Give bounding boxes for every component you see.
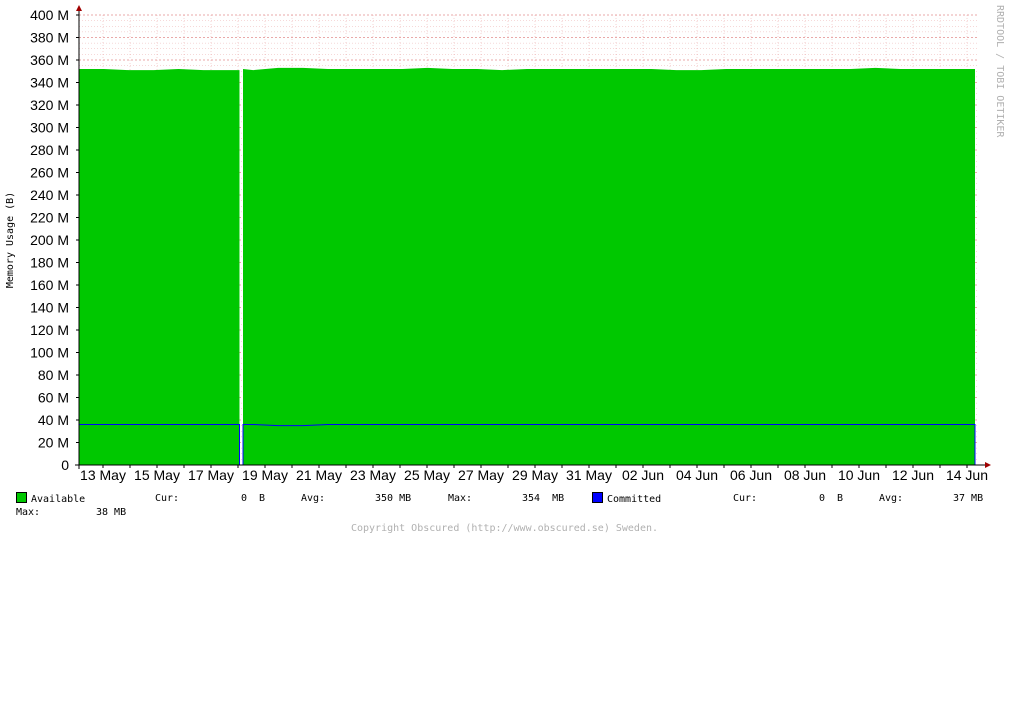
legend-committed-avg-label: Avg: bbox=[879, 493, 904, 504]
legend-available-max-label: Max: bbox=[448, 493, 473, 504]
y-tick-label: 300 M bbox=[30, 120, 69, 136]
legend-available-cur-value: 0 B bbox=[241, 493, 266, 504]
x-tick-label: 10 Jun bbox=[838, 467, 880, 483]
legend-committed-cur-value: 0 B bbox=[819, 493, 844, 504]
y-tick-label: 100 M bbox=[30, 345, 69, 361]
x-tick-label: 14 Jun bbox=[946, 467, 988, 483]
y-tick-label: 320 M bbox=[30, 97, 69, 113]
x-tick-label: 23 May bbox=[350, 467, 396, 483]
y-tick-label: 40 M bbox=[38, 412, 69, 428]
y-tick-label: 200 M bbox=[30, 232, 69, 248]
legend-committed-max-label: Max: bbox=[16, 507, 41, 518]
committed-line-segment-2 bbox=[242, 424, 976, 465]
y-axis-label: Memory Usage (B) bbox=[5, 192, 16, 288]
y-tick-label: 60 M bbox=[38, 390, 69, 406]
y-tick-labels: 0 20 M 40 M 60 M 80 M 100 M 120 M 140 M 160 M 180… bbox=[30, 7, 69, 473]
copyright-footer: Copyright Obscured (http://www.obscured.… bbox=[350, 523, 659, 534]
x-tick-label: 08 Jun bbox=[784, 467, 826, 483]
x-tick-label: 29 May bbox=[512, 467, 558, 483]
legend: Available Cur: 0 B Avg: 350 MB Max: 354 … bbox=[16, 492, 1006, 713]
x-tick-labels: 13 May 15 May 17 May 19 May 21 May 23 May 25 M… bbox=[80, 467, 988, 483]
x-tick-label: 31 May bbox=[566, 467, 612, 483]
series-layer bbox=[79, 67, 976, 466]
x-tick-label: 06 Jun bbox=[730, 467, 772, 483]
legend-committed-avg-value: 37 MB bbox=[953, 493, 984, 504]
y-tick-label: 80 M bbox=[38, 367, 69, 383]
x-tick-label: 13 May bbox=[80, 467, 126, 483]
y-tick-label: 400 M bbox=[30, 7, 69, 23]
legend-committed: Committed bbox=[592, 492, 661, 506]
x-tick-label: 17 May bbox=[188, 467, 234, 483]
committed-line-segment-1 bbox=[79, 424, 240, 465]
legend-committed-label: Committed bbox=[607, 494, 662, 505]
memory-usage-chart: 0 20 M 40 M 60 M 80 M 100 M 120 M 140 M 160 M 180… bbox=[5, 5, 1005, 483]
x-tick-label: 25 May bbox=[404, 467, 450, 483]
y-tick-label: 260 M bbox=[30, 165, 69, 181]
x-tick-label: 02 Jun bbox=[622, 467, 664, 483]
y-tick-label: 20 M bbox=[38, 435, 69, 451]
x-tick-label: 04 Jun bbox=[676, 467, 718, 483]
y-tick-label: 120 M bbox=[30, 322, 69, 338]
rrdtool-watermark: RRDTOOL / TOBI OETIKER bbox=[994, 5, 1005, 138]
y-tick-label: 220 M bbox=[30, 210, 69, 226]
x-tick-label: 12 Jun bbox=[892, 467, 934, 483]
x-tick-label: 19 May bbox=[242, 467, 288, 483]
y-tick-label: 380 M bbox=[30, 30, 69, 46]
legend-available-avg-value: 350 MB bbox=[375, 493, 412, 504]
y-tick-label: 280 M bbox=[30, 142, 69, 158]
x-axis-arrow bbox=[985, 462, 991, 468]
y-tick-label: 0 bbox=[61, 457, 69, 473]
x-tick-label: 15 May bbox=[134, 467, 180, 483]
legend-committed-cur-label: Cur: bbox=[733, 493, 758, 504]
y-tick-label: 180 M bbox=[30, 255, 69, 271]
available-area-segment-1 bbox=[79, 69, 240, 465]
y-tick-label: 340 M bbox=[30, 75, 69, 91]
legend-available-avg-label: Avg: bbox=[301, 493, 326, 504]
legend-available-max-value: 354 MB bbox=[522, 493, 565, 504]
x-tick-label: 27 May bbox=[458, 467, 504, 483]
y-tick-label: 360 M bbox=[30, 52, 69, 68]
available-swatch bbox=[16, 492, 27, 503]
available-area-segment-2 bbox=[243, 67, 975, 466]
axes bbox=[75, 5, 991, 469]
committed-swatch bbox=[592, 492, 603, 503]
y-tick-label: 240 M bbox=[30, 187, 69, 203]
y-tick-label: 160 M bbox=[30, 277, 69, 293]
legend-available: Available bbox=[16, 492, 85, 506]
legend-committed-max-value: 38 MB bbox=[96, 507, 127, 518]
legend-available-cur-label: Cur: bbox=[155, 493, 180, 504]
legend-available-label: Available bbox=[31, 494, 86, 505]
y-tick-label: 140 M bbox=[30, 300, 69, 316]
x-tick-label: 21 May bbox=[296, 467, 342, 483]
y-axis-arrow bbox=[76, 5, 82, 11]
